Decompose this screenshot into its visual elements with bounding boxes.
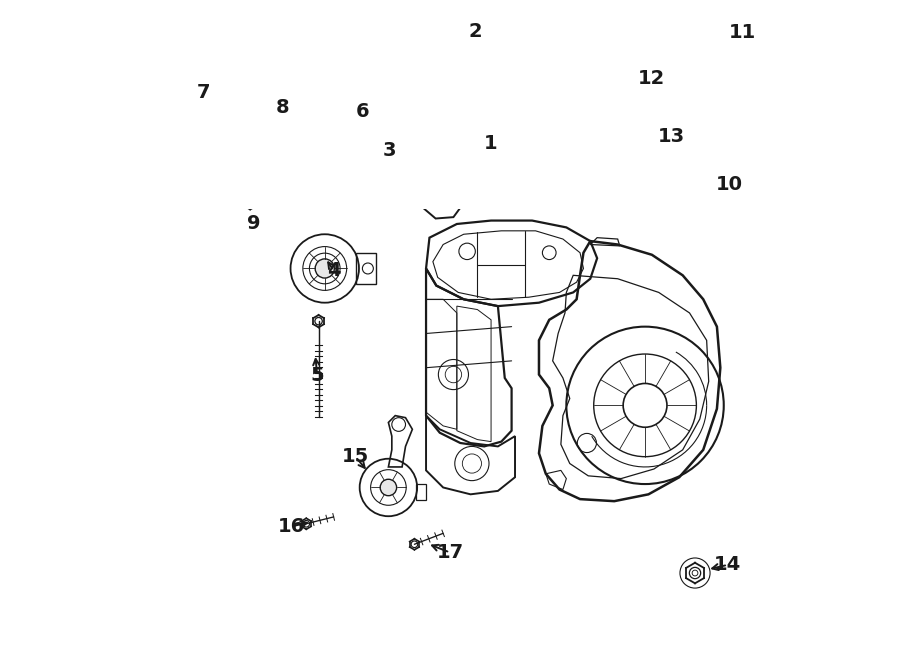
Circle shape (380, 479, 397, 496)
Text: 9: 9 (247, 214, 260, 234)
Text: 13: 13 (658, 127, 685, 146)
Text: 7: 7 (197, 83, 211, 102)
Text: 8: 8 (275, 98, 289, 117)
Text: 16: 16 (277, 517, 305, 536)
Circle shape (226, 150, 239, 162)
Text: 1: 1 (484, 134, 498, 153)
Text: 15: 15 (342, 448, 369, 466)
Text: 12: 12 (638, 70, 665, 89)
Text: 10: 10 (716, 175, 742, 194)
Text: 4: 4 (327, 261, 340, 280)
Text: 11: 11 (729, 23, 757, 42)
Text: 14: 14 (715, 555, 742, 575)
Text: 3: 3 (383, 140, 397, 160)
Circle shape (315, 259, 334, 278)
Text: 17: 17 (436, 543, 464, 562)
Text: 6: 6 (356, 102, 369, 121)
Text: 5: 5 (310, 367, 324, 385)
Text: 2: 2 (469, 22, 482, 41)
